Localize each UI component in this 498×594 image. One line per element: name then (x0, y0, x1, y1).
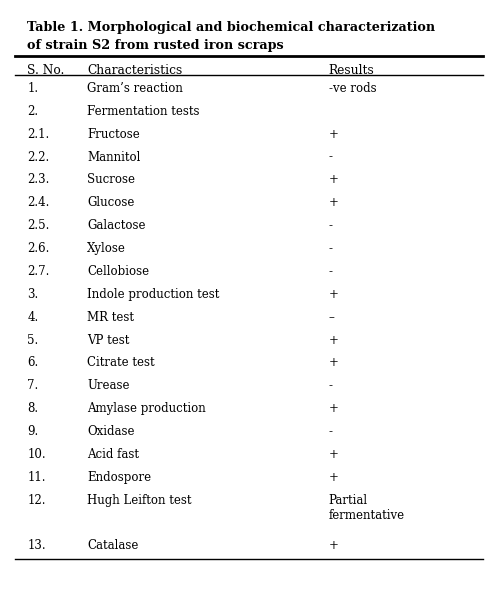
Text: 10.: 10. (27, 448, 46, 461)
Text: Fructose: Fructose (87, 128, 140, 141)
Text: S. No.: S. No. (27, 64, 65, 77)
Text: -: - (329, 219, 333, 232)
Text: 2.3.: 2.3. (27, 173, 50, 187)
Text: 7.: 7. (27, 379, 39, 392)
Text: +: + (329, 356, 339, 369)
Text: Partial
fermentative: Partial fermentative (329, 494, 405, 522)
Text: 2.: 2. (27, 105, 38, 118)
Text: Characteristics: Characteristics (87, 64, 182, 77)
Text: 2.5.: 2.5. (27, 219, 50, 232)
Text: 3.: 3. (27, 287, 39, 301)
Text: 1.: 1. (27, 82, 38, 95)
Text: 2.7.: 2.7. (27, 265, 50, 278)
Text: +: + (329, 173, 339, 187)
Text: +: + (329, 470, 339, 484)
Text: Mannitol: Mannitol (87, 150, 140, 163)
Text: Hugh Leifton test: Hugh Leifton test (87, 494, 192, 507)
Text: of strain S2 from rusted iron scraps: of strain S2 from rusted iron scraps (27, 39, 284, 52)
Text: 12.: 12. (27, 494, 46, 507)
Text: –: – (329, 311, 335, 324)
Text: Glucose: Glucose (87, 196, 134, 209)
Text: 9.: 9. (27, 425, 39, 438)
Text: Catalase: Catalase (87, 539, 138, 552)
Text: -ve rods: -ve rods (329, 82, 376, 95)
Text: Results: Results (329, 64, 374, 77)
Text: 5.: 5. (27, 333, 39, 346)
Text: Sucrose: Sucrose (87, 173, 135, 187)
Text: 2.4.: 2.4. (27, 196, 50, 209)
Text: -: - (329, 379, 333, 392)
Text: +: + (329, 448, 339, 461)
Text: MR test: MR test (87, 311, 134, 324)
Text: 2.1.: 2.1. (27, 128, 50, 141)
Text: Urease: Urease (87, 379, 129, 392)
Text: Amylase production: Amylase production (87, 402, 206, 415)
Text: +: + (329, 287, 339, 301)
Text: 11.: 11. (27, 470, 46, 484)
Text: 6.: 6. (27, 356, 39, 369)
Text: +: + (329, 333, 339, 346)
Text: -: - (329, 425, 333, 438)
Text: 8.: 8. (27, 402, 38, 415)
Text: Xylose: Xylose (87, 242, 126, 255)
Text: Endospore: Endospore (87, 470, 151, 484)
Text: Cellobiose: Cellobiose (87, 265, 149, 278)
Text: Galactose: Galactose (87, 219, 145, 232)
Text: 2.2.: 2.2. (27, 150, 50, 163)
Text: 13.: 13. (27, 539, 46, 552)
Text: Indole production test: Indole production test (87, 287, 220, 301)
Text: 4.: 4. (27, 311, 39, 324)
Text: +: + (329, 539, 339, 552)
Text: Acid fast: Acid fast (87, 448, 139, 461)
Text: +: + (329, 128, 339, 141)
Text: Oxidase: Oxidase (87, 425, 134, 438)
Text: Citrate test: Citrate test (87, 356, 155, 369)
Text: +: + (329, 402, 339, 415)
Text: -: - (329, 265, 333, 278)
Text: -: - (329, 242, 333, 255)
Text: Fermentation tests: Fermentation tests (87, 105, 200, 118)
Text: +: + (329, 196, 339, 209)
Text: Table 1. Morphological and biochemical characterization: Table 1. Morphological and biochemical c… (27, 21, 436, 34)
Text: VP test: VP test (87, 333, 129, 346)
Text: 2.6.: 2.6. (27, 242, 50, 255)
Text: -: - (329, 150, 333, 163)
Text: Gram’s reaction: Gram’s reaction (87, 82, 183, 95)
